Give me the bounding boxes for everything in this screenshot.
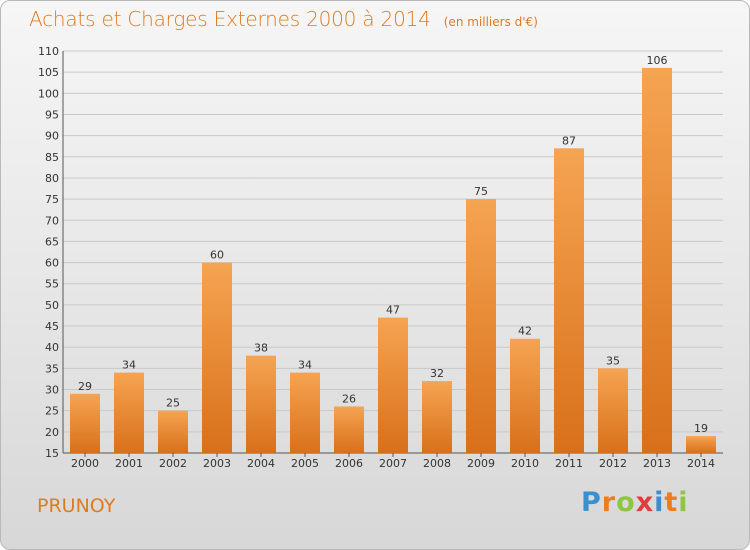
x-tick-label: 2007 — [379, 457, 407, 470]
bar-value-label: 87 — [562, 134, 576, 147]
bar-value-label: 47 — [386, 304, 400, 317]
x-tick-label: 2004 — [247, 457, 275, 470]
x-tick-label: 2013 — [643, 457, 671, 470]
bar — [554, 148, 584, 454]
chart-title: Achats et Charges Externes 2000 à 2014 — [29, 7, 431, 31]
bar — [202, 262, 232, 453]
logo-letter: r — [601, 487, 617, 518]
bar-value-label: 106 — [647, 54, 668, 67]
bar — [334, 406, 364, 453]
chart-unit: (en milliers d'€) — [443, 15, 538, 29]
bar — [114, 372, 144, 453]
proxiti-logo[interactable]: Proxiti — [581, 487, 689, 518]
bar — [642, 67, 672, 453]
bar-value-label: 25 — [166, 397, 180, 410]
y-tick-label: 25 — [45, 405, 59, 418]
y-tick-label: 105 — [38, 66, 59, 79]
x-tick-label: 2001 — [115, 457, 143, 470]
bar — [70, 393, 100, 453]
bar — [510, 338, 540, 453]
y-tick-label: 40 — [45, 341, 59, 354]
y-tick-label: 55 — [45, 278, 59, 291]
bar-value-label: 34 — [298, 359, 312, 372]
x-tick-label: 2014 — [687, 457, 715, 470]
y-tick-label: 75 — [45, 193, 59, 206]
y-tick-label: 35 — [45, 362, 59, 375]
x-tick-label: 2002 — [159, 457, 187, 470]
logo-letter: P — [581, 487, 602, 518]
y-tick-label: 70 — [45, 214, 59, 227]
x-tick-label: 2009 — [467, 457, 495, 470]
bar-value-label: 35 — [606, 354, 620, 367]
bar — [598, 368, 628, 453]
bar-value-label: 29 — [78, 380, 92, 393]
y-tick-label: 110 — [38, 45, 59, 58]
bar-value-label: 42 — [518, 325, 532, 338]
y-tick-label: 30 — [45, 384, 59, 397]
bar — [466, 199, 496, 453]
y-tick-label: 45 — [45, 320, 59, 333]
y-tick-label: 50 — [45, 299, 59, 312]
bar — [422, 381, 452, 453]
y-tick-label: 100 — [38, 87, 59, 100]
bar-value-label: 38 — [254, 342, 268, 355]
x-tick-label: 2012 — [599, 457, 627, 470]
y-tick-label: 60 — [45, 257, 59, 270]
x-tick-label: 2005 — [291, 457, 319, 470]
bar — [378, 317, 408, 453]
y-tick-label: 80 — [45, 172, 59, 185]
chart-title-group: Achats et Charges Externes 2000 à 2014 (… — [29, 7, 538, 31]
x-tick-label: 2010 — [511, 457, 539, 470]
bar-value-label: 34 — [122, 359, 136, 372]
x-tick-label: 2011 — [555, 457, 583, 470]
x-tick-label: 2008 — [423, 457, 451, 470]
bar — [158, 410, 188, 453]
x-tick-label: 2000 — [71, 457, 99, 470]
bar — [246, 355, 276, 453]
logo-letter: o — [616, 487, 636, 518]
x-tick-label: 2006 — [335, 457, 363, 470]
logo-letter: i — [654, 487, 665, 518]
bar-value-label: 26 — [342, 392, 356, 405]
y-tick-label: 65 — [45, 235, 59, 248]
bar — [686, 436, 716, 453]
logo-letter: i — [678, 487, 689, 518]
bar — [290, 372, 320, 453]
y-tick-label: 95 — [45, 108, 59, 121]
y-tick-label: 85 — [45, 151, 59, 164]
y-tick-label: 20 — [45, 426, 59, 439]
bar-value-label: 75 — [474, 185, 488, 198]
bar-value-label: 60 — [210, 249, 224, 262]
bar-value-label: 19 — [694, 422, 708, 435]
logo-letter: t — [664, 487, 679, 518]
y-tick-label: 90 — [45, 130, 59, 143]
commune-name: PRUNOY — [37, 495, 116, 517]
logo-letter: x — [635, 487, 655, 518]
bar-value-label: 32 — [430, 367, 444, 380]
y-tick-label: 15 — [45, 447, 59, 460]
x-tick-label: 2003 — [203, 457, 231, 470]
